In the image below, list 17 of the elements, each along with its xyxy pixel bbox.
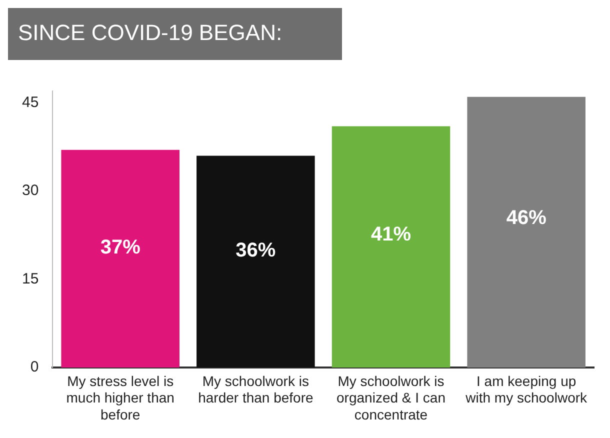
bar	[467, 96, 586, 368]
y-tick-label: 0	[30, 358, 39, 376]
y-tick-label: 30	[22, 182, 39, 200]
chart-title: SINCE COVID-19 BEGAN:	[8, 8, 342, 60]
bar	[332, 126, 450, 368]
data-label: 46%	[506, 207, 547, 230]
y-tick-label: 15	[22, 270, 39, 288]
data-label: 37%	[100, 236, 141, 258]
y-tick-label: 45	[22, 94, 39, 111]
data-label: 41%	[370, 223, 412, 246]
bar	[196, 156, 315, 368]
bar	[61, 150, 180, 368]
x-tick-label: My schoolwork is harder than before	[198, 372, 314, 406]
data-label: 36%	[236, 240, 276, 262]
x-tick-label: I am keeping up with my schoolwork	[464, 372, 588, 406]
x-tick-label: My schoolwork is organized & I can concentrate	[336, 372, 446, 422]
x-tick-label: My stress level is much higher than before	[66, 372, 174, 422]
